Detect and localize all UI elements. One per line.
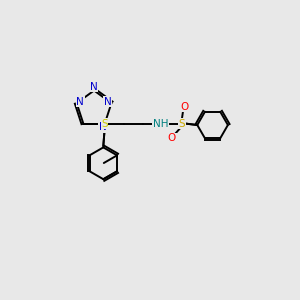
Text: N: N xyxy=(76,97,84,107)
Text: O: O xyxy=(181,102,189,112)
Text: NH: NH xyxy=(153,118,168,128)
Text: N: N xyxy=(104,97,112,107)
Text: N: N xyxy=(90,82,98,92)
Text: S: S xyxy=(101,118,108,128)
Text: N: N xyxy=(99,122,106,132)
Text: S: S xyxy=(178,118,185,128)
Text: O: O xyxy=(168,133,176,143)
